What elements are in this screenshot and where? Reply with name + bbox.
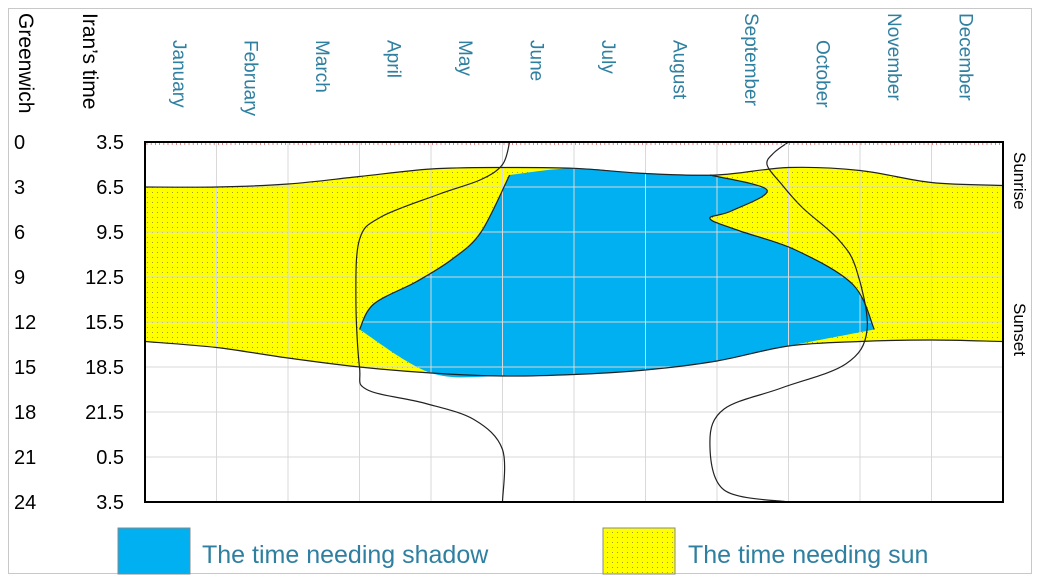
legend-label-shadow: The time needing shadow — [202, 541, 489, 569]
month-label: September — [740, 13, 761, 107]
greenwich-tick-label: 12 — [14, 312, 36, 334]
plot-area — [144, 141, 1004, 503]
greenwich-tick-label: 0 — [14, 132, 25, 154]
header-iran-time: Iran’s time — [78, 13, 101, 109]
sunset-label: Sunset — [1010, 303, 1029, 356]
month-label: June — [525, 40, 546, 81]
sunrise-label: Sunrise — [1010, 152, 1029, 210]
sunrise-curve — [144, 166, 1004, 188]
month-label: July — [597, 40, 618, 74]
iran-time-tick-label: 3.5 — [96, 492, 124, 514]
sunset-curve — [144, 339, 1004, 377]
legend-label-sun: The time needing sun — [688, 541, 928, 569]
y-axis-ticks: 0 3.5 3 6.5 6 9.5 9 12.5 12 15.5 15 18.5 18 21.5 21 0.5… — [14, 132, 124, 514]
greenwich-tick-label: 9 — [14, 267, 25, 289]
greenwich-tick-label: 15 — [14, 357, 36, 379]
left-boundary-curve — [355, 141, 511, 503]
legend-swatch-sun — [602, 527, 676, 575]
plot-border — [144, 141, 1004, 503]
iran-time-tick-label: 15.5 — [85, 312, 124, 334]
grid-lines — [145, 142, 1003, 502]
month-label: December — [954, 13, 975, 101]
iran-time-tick-label: 21.5 — [85, 402, 124, 424]
greenwich-tick-label: 3 — [14, 177, 25, 199]
month-label: November — [883, 13, 904, 101]
month-label: August — [668, 40, 689, 100]
iran-time-tick-label: 9.5 — [96, 222, 124, 244]
greenwich-tick-label: 18 — [14, 402, 36, 424]
iran-time-tick-label: 18.5 — [85, 357, 124, 379]
iran-time-tick-label: 12.5 — [85, 267, 124, 289]
month-label: May — [454, 40, 475, 76]
month-label: October — [811, 40, 832, 108]
iran-time-tick-label: 3.5 — [96, 132, 124, 154]
iran-time-tick-label: 6.5 — [96, 177, 124, 199]
month-label: February — [239, 40, 260, 117]
month-label: April — [382, 40, 403, 78]
month-label: March — [311, 40, 332, 93]
header-greenwich: Greenwich — [14, 13, 37, 113]
iran-time-tick-label: 0.5 — [96, 447, 124, 469]
greenwich-tick-label: 6 — [14, 222, 25, 244]
legend-swatch-shadow — [117, 527, 191, 575]
chart-frame — [8, 8, 1032, 574]
greenwich-tick-label: 21 — [14, 447, 36, 469]
month-labels: January February March April May June July Augu… — [168, 13, 975, 117]
shadow-area-outline — [358, 174, 875, 330]
right-boundary-curve — [709, 141, 868, 503]
legend: The time needing shadow The time needing… — [117, 527, 928, 575]
month-label: January — [168, 40, 189, 108]
greenwich-tick-label: 24 — [14, 492, 36, 514]
